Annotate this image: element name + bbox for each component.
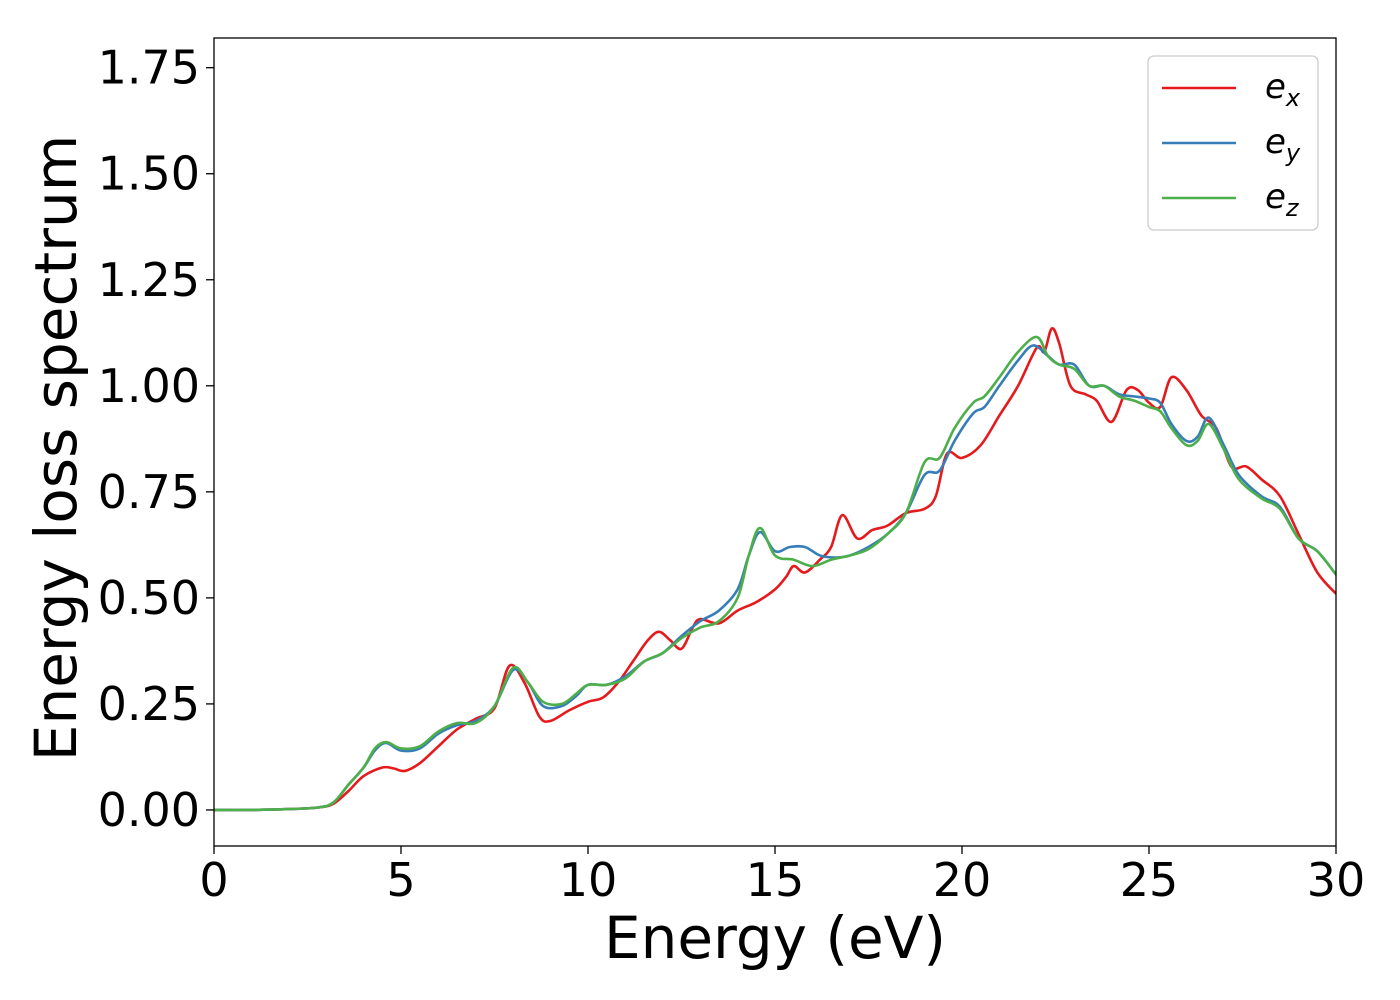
legend-label-e-y: ey xyxy=(1265,122,1301,167)
y-axis-title: Energy loss spectrum xyxy=(22,135,90,761)
y-tick-label: 1.50 xyxy=(98,147,200,201)
x-tick-label: 25 xyxy=(1120,853,1179,907)
series-line-e-y xyxy=(214,344,1336,812)
series-layer xyxy=(214,327,1336,812)
x-tick-label: 20 xyxy=(933,853,992,907)
legend: ex ey ez xyxy=(1147,55,1319,231)
x-axis-title: Energy (eV) xyxy=(604,904,946,972)
y-tick-label: 1.00 xyxy=(98,359,200,413)
x-tick-label: 5 xyxy=(386,853,415,907)
series-line-e-z xyxy=(214,335,1336,812)
x-tick-label: 15 xyxy=(746,853,805,907)
x-tick-label: 10 xyxy=(559,853,618,907)
x-tick-label: 0 xyxy=(199,853,228,907)
y-tick-label: 1.25 xyxy=(98,253,200,307)
y-tick-label: 0.00 xyxy=(98,783,200,837)
y-tick-label: 0.50 xyxy=(98,571,200,625)
y-tick-label: 1.75 xyxy=(98,41,200,95)
legend-label-e-x: ex xyxy=(1265,67,1301,112)
legend-label-e-z: ez xyxy=(1265,177,1300,222)
y-tick-label: 0.25 xyxy=(98,677,200,731)
x-tick-label: 30 xyxy=(1307,853,1366,907)
y-tick-label: 0.75 xyxy=(98,465,200,519)
ticks-layer: 0 5 10 15 20 25 30 0.00 0.25 0.50 0.75 1.00 1.25 1.50… xyxy=(98,41,1366,907)
